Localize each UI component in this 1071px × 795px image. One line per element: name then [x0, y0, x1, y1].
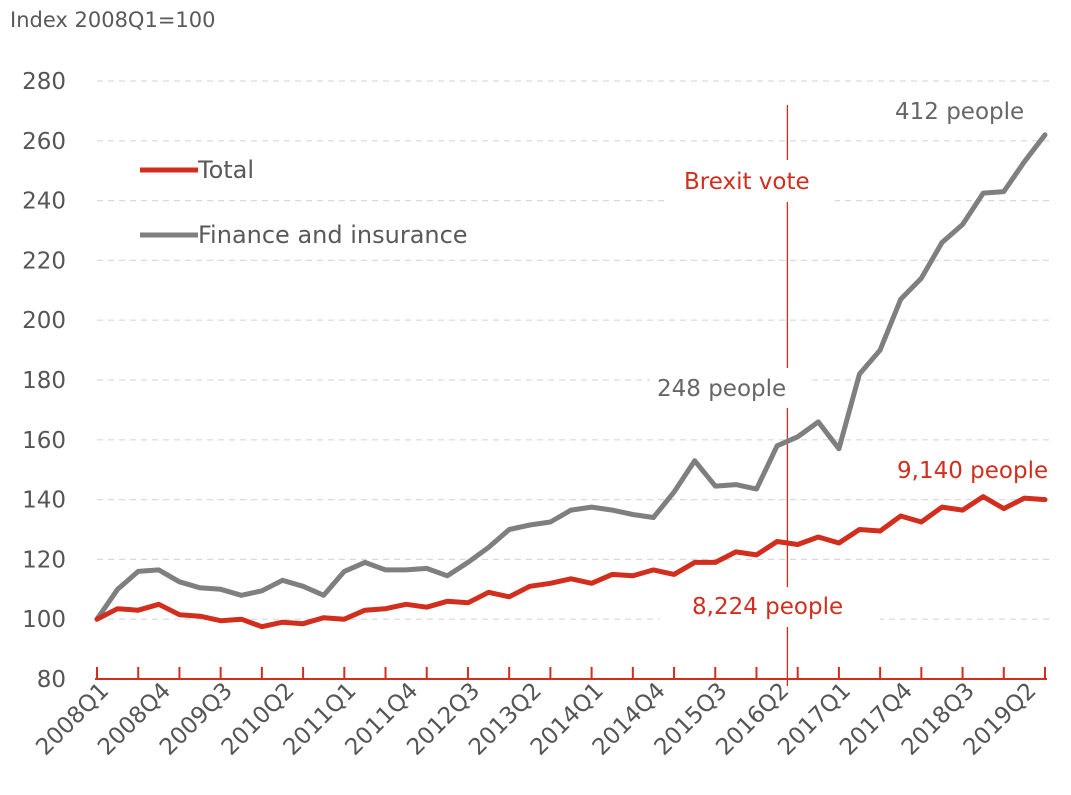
series-layer: [94, 132, 1048, 630]
y-tick-label: 100: [22, 607, 66, 633]
y-tick-label: 160: [22, 428, 66, 454]
annotation-finance-2016: 248 people: [657, 376, 786, 402]
annotation-total-end: 9,140 people: [897, 458, 1048, 484]
y-tick-label: 280: [22, 69, 66, 95]
y-axis-title: Index 2008Q1=100: [10, 8, 216, 32]
y-tick-label: 180: [22, 368, 66, 394]
y-tick-label: 120: [22, 547, 66, 573]
y-tick-labels: 80 100 120 140 160 180 200 220 240 260 280: [22, 69, 66, 693]
annotation-finance-end: 412 people: [895, 99, 1024, 125]
y-tick-label: 140: [22, 488, 66, 514]
legend-label-total: Total: [197, 156, 254, 184]
annotation-total-2016: 8,224 people: [692, 594, 843, 620]
y-tick-label: 220: [22, 248, 66, 274]
gridlines: [97, 80, 1050, 620]
series-line-finance-and-insurance: [94, 132, 1048, 622]
y-tick-label: 80: [37, 667, 66, 693]
x-axis: [95, 667, 1047, 680]
series-line-total: [94, 494, 1048, 630]
annotations: Brexit vote 248 people 412 people 8,224 …: [650, 92, 1071, 627]
y-tick-label: 200: [22, 308, 66, 334]
x-tick-labels: 2008Q12008Q42009Q32010Q22011Q12011Q42012…: [31, 678, 1041, 761]
annotation-brexit-vote: Brexit vote: [684, 169, 810, 195]
legend: Total Finance and insurance: [140, 156, 468, 249]
y-tick-label: 260: [22, 129, 66, 155]
y-tick-label: 240: [22, 189, 66, 215]
legend-label-finance: Finance and insurance: [198, 221, 468, 249]
